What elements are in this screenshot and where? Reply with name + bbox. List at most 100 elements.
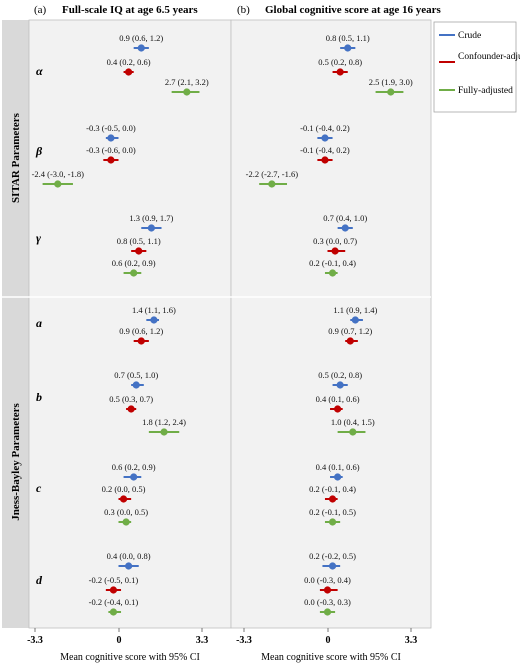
panel-a-d-crude-point [125,562,133,570]
panel-a-d-fully-label: -0.2 (-0.4, 0.1) [89,597,139,607]
panel-b-beta-crude-label: -0.1 (-0.4, 0.2) [300,123,350,133]
panel-a-b-fully-label: 1.8 (1.2, 2.4) [142,417,186,427]
panel-a-gamma-fully-point [130,269,138,277]
row-label-d: d [36,573,43,587]
panel-a-beta-fully-label: -2.4 (-3.0, -1.8) [32,169,85,179]
panel-a-d-confounder-label: -0.2 (-0.5, 0.1) [89,575,139,585]
panel-b-b-confounder-label: 0.4 (0.1, 0.6) [316,394,360,404]
panel-a-b-confounder-point [127,405,135,413]
panel-b-beta-fully-label: -2.2 (-2.7, -1.6) [246,169,299,179]
panel-b-c-confounder-point [328,495,337,503]
panel-a-alpha-confounder-point [125,68,133,76]
row-label-b: b [36,390,42,404]
row-label-c: c [36,481,42,495]
panel-b-tick-label-min: -3.3 [236,635,252,646]
legend-label-crude: Crude [458,31,481,41]
panel-a-gamma-confounder-label: 0.8 (0.5, 1.1) [117,236,161,246]
panel-b-letter: (b) [237,4,250,16]
panel-b-alpha-crude-point [344,44,352,52]
panel-b-d-confounder-point [323,586,332,594]
panel-b-d-crude-point [328,562,337,570]
panel-a-background [28,19,232,629]
panel-a-beta-crude-label: -0.3 (-0.5, 0.0) [86,123,136,133]
panel-b-c-confounder-label: 0.2 (-0.1, 0.4) [309,484,356,494]
panel-b-b-fully-label: 1.0 (0.4, 1.5) [331,417,375,427]
panel-b-c-fully-label: 0.2 (-0.1, 0.5) [309,507,356,517]
panel-b-gamma-fully-label: 0.2 (-0.1, 0.4) [309,258,356,268]
panel-a-d-crude-label: 0.4 (0.0, 0.8) [107,551,151,561]
panel-a-b-crude-point [132,381,140,389]
panel-a-a-crude-point [150,316,158,324]
panel-b-gamma-fully-point [328,269,337,277]
panel-a-d-confounder-point [109,586,118,594]
panel-a-x-axis-label: Mean cognitive score with 95% CI [60,652,200,663]
panel-a-a-confounder-label: 0.9 (0.6, 1.2) [119,326,163,336]
jness-bayley-group-label: Jness-Bayley Parameters [10,402,22,520]
panel-b-alpha-fully-point [387,88,395,96]
panel-a-b-fully-point [160,428,168,436]
panel-b-gamma-crude-label: 0.7 (0.4, 1.0) [323,213,367,223]
panel-a-b-confounder-label: 0.5 (0.3, 0.7) [109,394,153,404]
jness-bayley-group-band [2,297,29,628]
forest-marks: 0.9 (0.6, 1.2) -0.3 (-0.5, 0.0) 1.3 (0.9, … [32,33,413,616]
row-label-gamma: γ [36,231,41,245]
panel-a-letter: (a) [34,4,47,16]
panel-b-d-fully-label: 0.0 (-0.3, 0.3) [304,597,351,607]
panel-b-c-crude-label: 0.4 (0.1, 0.6) [316,462,360,472]
panel-a-gamma-crude-point [147,224,155,232]
panel-a-a-crude-label: 1.4 (1.1, 1.6) [132,305,176,315]
panel-a-beta-confounder-label: -0.3 (-0.6, 0.0) [86,145,136,155]
panel-b-d-confounder-label: 0.0 (-0.3, 0.4) [304,575,351,585]
panel-a-c-fully-point [122,518,130,526]
panel-a-a-confounder-point [137,337,145,345]
panel-a-alpha-crude-label: 0.9 (0.6, 1.2) [119,33,163,43]
panel-b-c-fully-point [328,518,337,526]
panel-a-gamma-crude-label: 1.3 (0.9, 1.7) [129,213,173,223]
panel-a-beta-fully-point [54,180,62,188]
panel-b-b-fully-point [349,428,357,436]
panel-a-b-crude-label: 0.7 (0.5, 1.0) [114,370,158,380]
panel-a-beta-crude-point [107,134,115,142]
panel-a-alpha-crude-point [137,44,145,52]
panel-a-tick-label-min: -3.3 [27,635,43,646]
panel-b-b-confounder-point [334,405,342,413]
legend-label-confounder: Confounder-adjusted [458,51,520,62]
panel-b-a-confounder-point [346,337,354,345]
sitar-group-label: SITAR Parameters [10,112,22,203]
panel-b-gamma-confounder-label: 0.3 (0.0, 0.7) [313,236,357,246]
panel-b-alpha-fully-label: 2.5 (1.9, 3.0) [369,77,413,87]
legend-label-fully: Fully-adjusted [458,86,513,96]
panel-b-x-axis-label: Mean cognitive score with 95% CI [261,652,401,663]
panel-a-title: Full-scale IQ at age 6.5 years [62,4,198,16]
panel-b-c-crude-point [334,473,342,481]
panel-b-gamma-confounder-point [331,247,339,255]
panel-b-d-crude-label: 0.2 (-0.2, 0.5) [309,551,356,561]
panel-a-tick-label-zero: 0 [117,635,122,646]
panel-b-alpha-crude-label: 0.8 (0.5, 1.1) [326,33,370,43]
panel-a-c-crude-point [130,473,138,481]
panel-a-c-crude-label: 0.6 (0.2, 0.9) [112,462,156,472]
row-label-alpha: α [36,64,43,78]
panel-b-background [230,19,432,629]
panel-a-tick-label-max: 3.3 [196,635,209,646]
panel-b-b-crude-point [336,381,344,389]
panel-a-gamma-confounder-point [135,247,143,255]
panel-b-alpha-confounder-point [336,68,344,76]
row-label-a: a [36,316,42,330]
row-label-beta: β [35,144,43,158]
panel-a-alpha-confounder-label: 0.4 (0.2, 0.6) [107,57,151,67]
panel-a-c-confounder-label: 0.2 (0.0, 0.5) [102,484,146,494]
panel-a-alpha-fully-point [183,88,191,96]
panel-b-alpha-confounder-label: 0.5 (0.2, 0.8) [318,57,362,67]
panel-b-beta-confounder-point [321,156,329,164]
panel-b-b-crude-label: 0.5 (0.2, 0.8) [318,370,362,380]
panel-a-d-fully-point [109,608,118,616]
panel-b-a-confounder-label: 0.9 (0.7, 1.2) [328,326,372,336]
panel-b-beta-fully-point [268,180,276,188]
panel-b-tick-label-max: 3.3 [405,635,418,646]
panel-b-title: Global cognitive score at age 16 years [265,4,441,16]
panel-b-beta-crude-point [321,134,329,142]
panel-b-a-crude-point [351,316,359,324]
panel-a-alpha-fully-label: 2.7 (2.1, 3.2) [165,77,209,87]
